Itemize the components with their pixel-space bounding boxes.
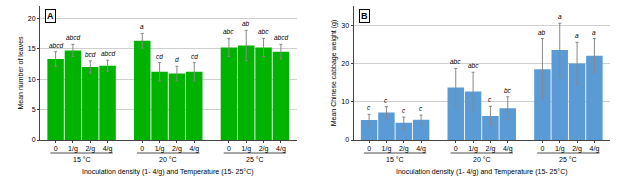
svg-text:cd: cd: [156, 53, 163, 60]
svg-text:20 °C: 20 °C: [159, 156, 177, 163]
svg-text:1/g: 1/g: [241, 145, 251, 153]
svg-text:4/g: 4/g: [103, 145, 113, 153]
svg-text:0: 0: [367, 145, 371, 152]
svg-text:1/g: 1/g: [468, 145, 478, 153]
svg-text:0: 0: [140, 145, 144, 152]
svg-text:15: 15: [28, 45, 36, 52]
svg-text:4/g: 4/g: [189, 145, 199, 153]
svg-text:cd: cd: [191, 53, 198, 60]
svg-text:2/g: 2/g: [572, 145, 582, 153]
svg-text:20: 20: [28, 15, 36, 22]
svg-text:2/g: 2/g: [172, 145, 182, 153]
svg-text:A: A: [47, 11, 54, 21]
svg-text:2/g: 2/g: [259, 145, 269, 153]
svg-text:a: a: [140, 23, 144, 30]
svg-text:30: 30: [341, 22, 349, 29]
svg-text:10: 10: [28, 76, 36, 83]
svg-text:0: 0: [454, 145, 458, 152]
svg-text:1/g: 1/g: [382, 145, 392, 153]
svg-text:5: 5: [32, 106, 36, 113]
svg-text:2/g: 2/g: [486, 145, 496, 153]
svg-text:abc: abc: [258, 28, 269, 35]
svg-text:2/g: 2/g: [85, 145, 95, 153]
svg-text:Inoculation density (1- 4/g) a: Inoculation density (1- 4/g) and Tempera…: [82, 168, 254, 176]
svg-text:abcd: abcd: [66, 34, 80, 41]
svg-text:15 °C: 15 °C: [386, 156, 404, 163]
svg-text:1/g: 1/g: [68, 145, 78, 153]
svg-text:a: a: [558, 13, 562, 20]
svg-text:abc: abc: [450, 58, 461, 65]
svg-text:ab: ab: [242, 20, 250, 27]
svg-text:abcd: abcd: [274, 34, 288, 41]
svg-text:0: 0: [32, 136, 36, 143]
svg-text:Inoculation density (1- 4/g) a: Inoculation density (1- 4/g) and Tempera…: [396, 168, 568, 176]
svg-text:Mean Chinese cabbage weight (g: Mean Chinese cabbage weight (g): [330, 20, 338, 127]
svg-text:0: 0: [540, 145, 544, 152]
svg-text:15 °C: 15 °C: [73, 156, 91, 163]
svg-text:20 °C: 20 °C: [473, 156, 491, 163]
svg-text:abcd: abcd: [49, 42, 63, 49]
svg-text:25 °C: 25 °C: [559, 156, 577, 163]
svg-text:1/g: 1/g: [155, 145, 165, 153]
svg-text:10: 10: [341, 98, 349, 105]
svg-text:4/g: 4/g: [416, 145, 426, 153]
svg-text:ab: ab: [538, 29, 546, 36]
svg-text:25 °C: 25 °C: [246, 156, 264, 163]
svg-text:bcd: bcd: [85, 51, 96, 58]
svg-text:a: a: [575, 32, 579, 39]
svg-text:2/g: 2/g: [399, 145, 409, 153]
svg-text:d: d: [175, 56, 179, 63]
svg-text:abc: abc: [223, 28, 234, 35]
svg-text:bc: bc: [504, 87, 512, 94]
svg-text:0: 0: [54, 145, 58, 152]
svg-text:0: 0: [227, 145, 231, 152]
svg-text:4/g: 4/g: [276, 145, 286, 153]
svg-text:c: c: [384, 97, 388, 104]
svg-text:abcd: abcd: [101, 50, 115, 57]
svg-text:B: B: [361, 11, 368, 21]
svg-text:1/g: 1/g: [555, 145, 565, 153]
svg-text:c: c: [402, 107, 406, 114]
svg-text:4/g: 4/g: [590, 145, 600, 153]
svg-text:20: 20: [341, 60, 349, 67]
svg-text:abc: abc: [468, 62, 479, 69]
svg-text:4/g: 4/g: [503, 145, 513, 153]
svg-text:c: c: [367, 104, 371, 111]
svg-text:Mean number of leaves: Mean number of leaves: [17, 36, 24, 110]
svg-text:c: c: [488, 96, 492, 103]
svg-text:a: a: [592, 29, 596, 36]
svg-text:0: 0: [345, 136, 349, 143]
svg-text:c: c: [419, 105, 423, 112]
